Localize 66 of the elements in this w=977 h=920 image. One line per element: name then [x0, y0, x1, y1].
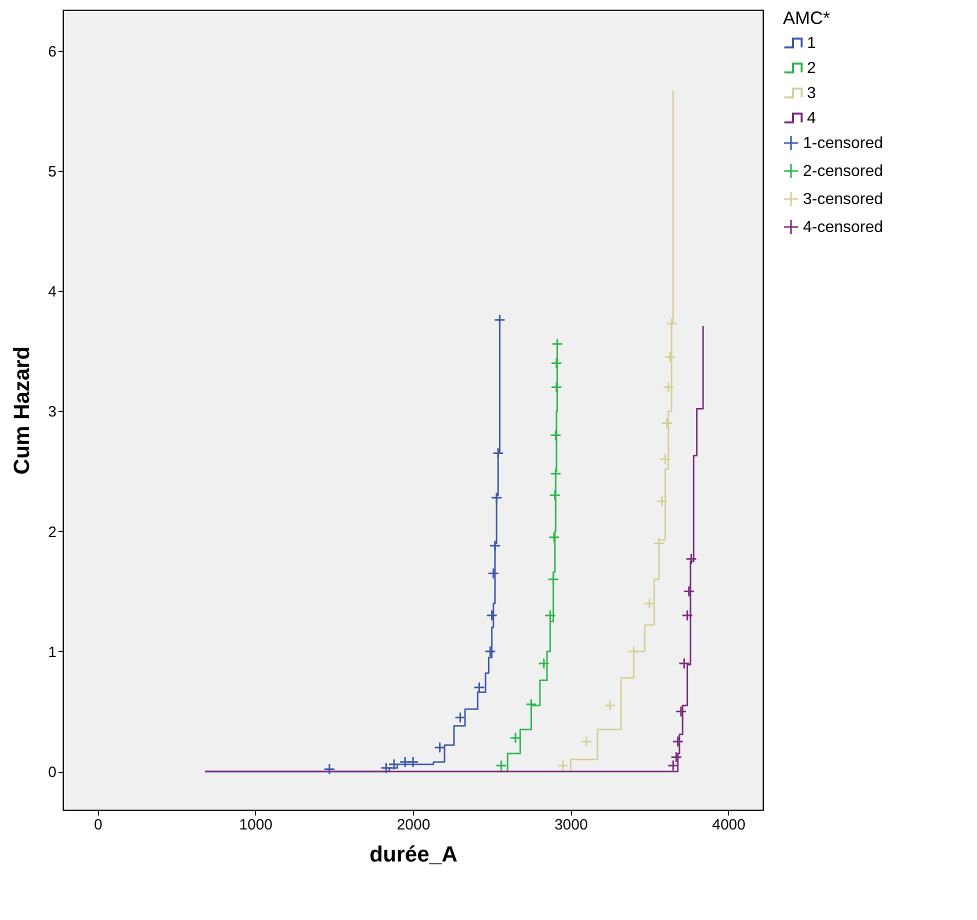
point	[544, 610, 556, 622]
point	[548, 574, 560, 586]
legend-label: 2	[807, 60, 816, 77]
point	[490, 492, 502, 504]
point	[666, 318, 678, 330]
point	[380, 762, 392, 774]
point	[685, 553, 698, 565]
point	[659, 453, 672, 466]
legend-label: 4	[807, 110, 816, 127]
point	[550, 468, 562, 480]
legend-label: 1-censored	[803, 135, 884, 152]
point	[672, 736, 684, 748]
point	[550, 381, 562, 393]
point	[667, 760, 679, 772]
point	[550, 429, 562, 442]
point	[661, 417, 673, 430]
point	[550, 357, 562, 369]
x-tick-label: 0	[94, 816, 102, 834]
point	[653, 538, 665, 550]
point	[494, 314, 506, 326]
point	[549, 489, 561, 502]
point	[525, 698, 538, 710]
point	[489, 540, 501, 552]
x-axis-title: durée_A	[369, 842, 458, 866]
point	[492, 447, 504, 460]
legend-label: 1	[807, 35, 816, 52]
point	[662, 381, 674, 393]
y-tick-label: 0	[48, 764, 56, 782]
x-tick-label: 3000	[554, 816, 588, 834]
legend-label: 4-censored	[803, 219, 884, 236]
point	[388, 758, 400, 770]
x-tick-label: 2000	[396, 816, 430, 834]
point	[556, 760, 569, 772]
legend-label: 2-censored	[803, 163, 884, 180]
y-axis-title: Cum Hazard	[9, 346, 34, 475]
point	[407, 756, 419, 768]
y-tick-label: 1	[48, 644, 56, 661]
point	[399, 756, 411, 768]
legend-label: 3-censored	[803, 191, 884, 208]
point	[551, 338, 564, 350]
point	[580, 736, 592, 748]
y-tick-label: 4	[48, 284, 56, 301]
point	[484, 646, 496, 658]
point	[486, 610, 498, 622]
legend-label: 3	[807, 85, 816, 102]
point	[670, 751, 682, 763]
point	[656, 495, 668, 508]
point	[683, 586, 695, 598]
legend-title: AMC*	[783, 8, 830, 28]
point	[548, 532, 560, 544]
y-tick-label: 5	[48, 163, 56, 180]
point	[675, 706, 687, 718]
point	[604, 700, 616, 712]
point	[495, 760, 508, 772]
point	[488, 568, 500, 580]
point	[664, 351, 676, 363]
point	[628, 646, 640, 658]
x-tick-label: 1000	[239, 816, 273, 834]
point	[538, 658, 550, 670]
point	[324, 763, 336, 775]
y-tick-label: 6	[48, 43, 56, 60]
y-tick-label: 2	[48, 524, 56, 541]
y-tick-label: 3	[48, 404, 56, 421]
point	[678, 658, 690, 670]
point	[682, 610, 694, 622]
x-tick-label: 4000	[712, 816, 746, 834]
